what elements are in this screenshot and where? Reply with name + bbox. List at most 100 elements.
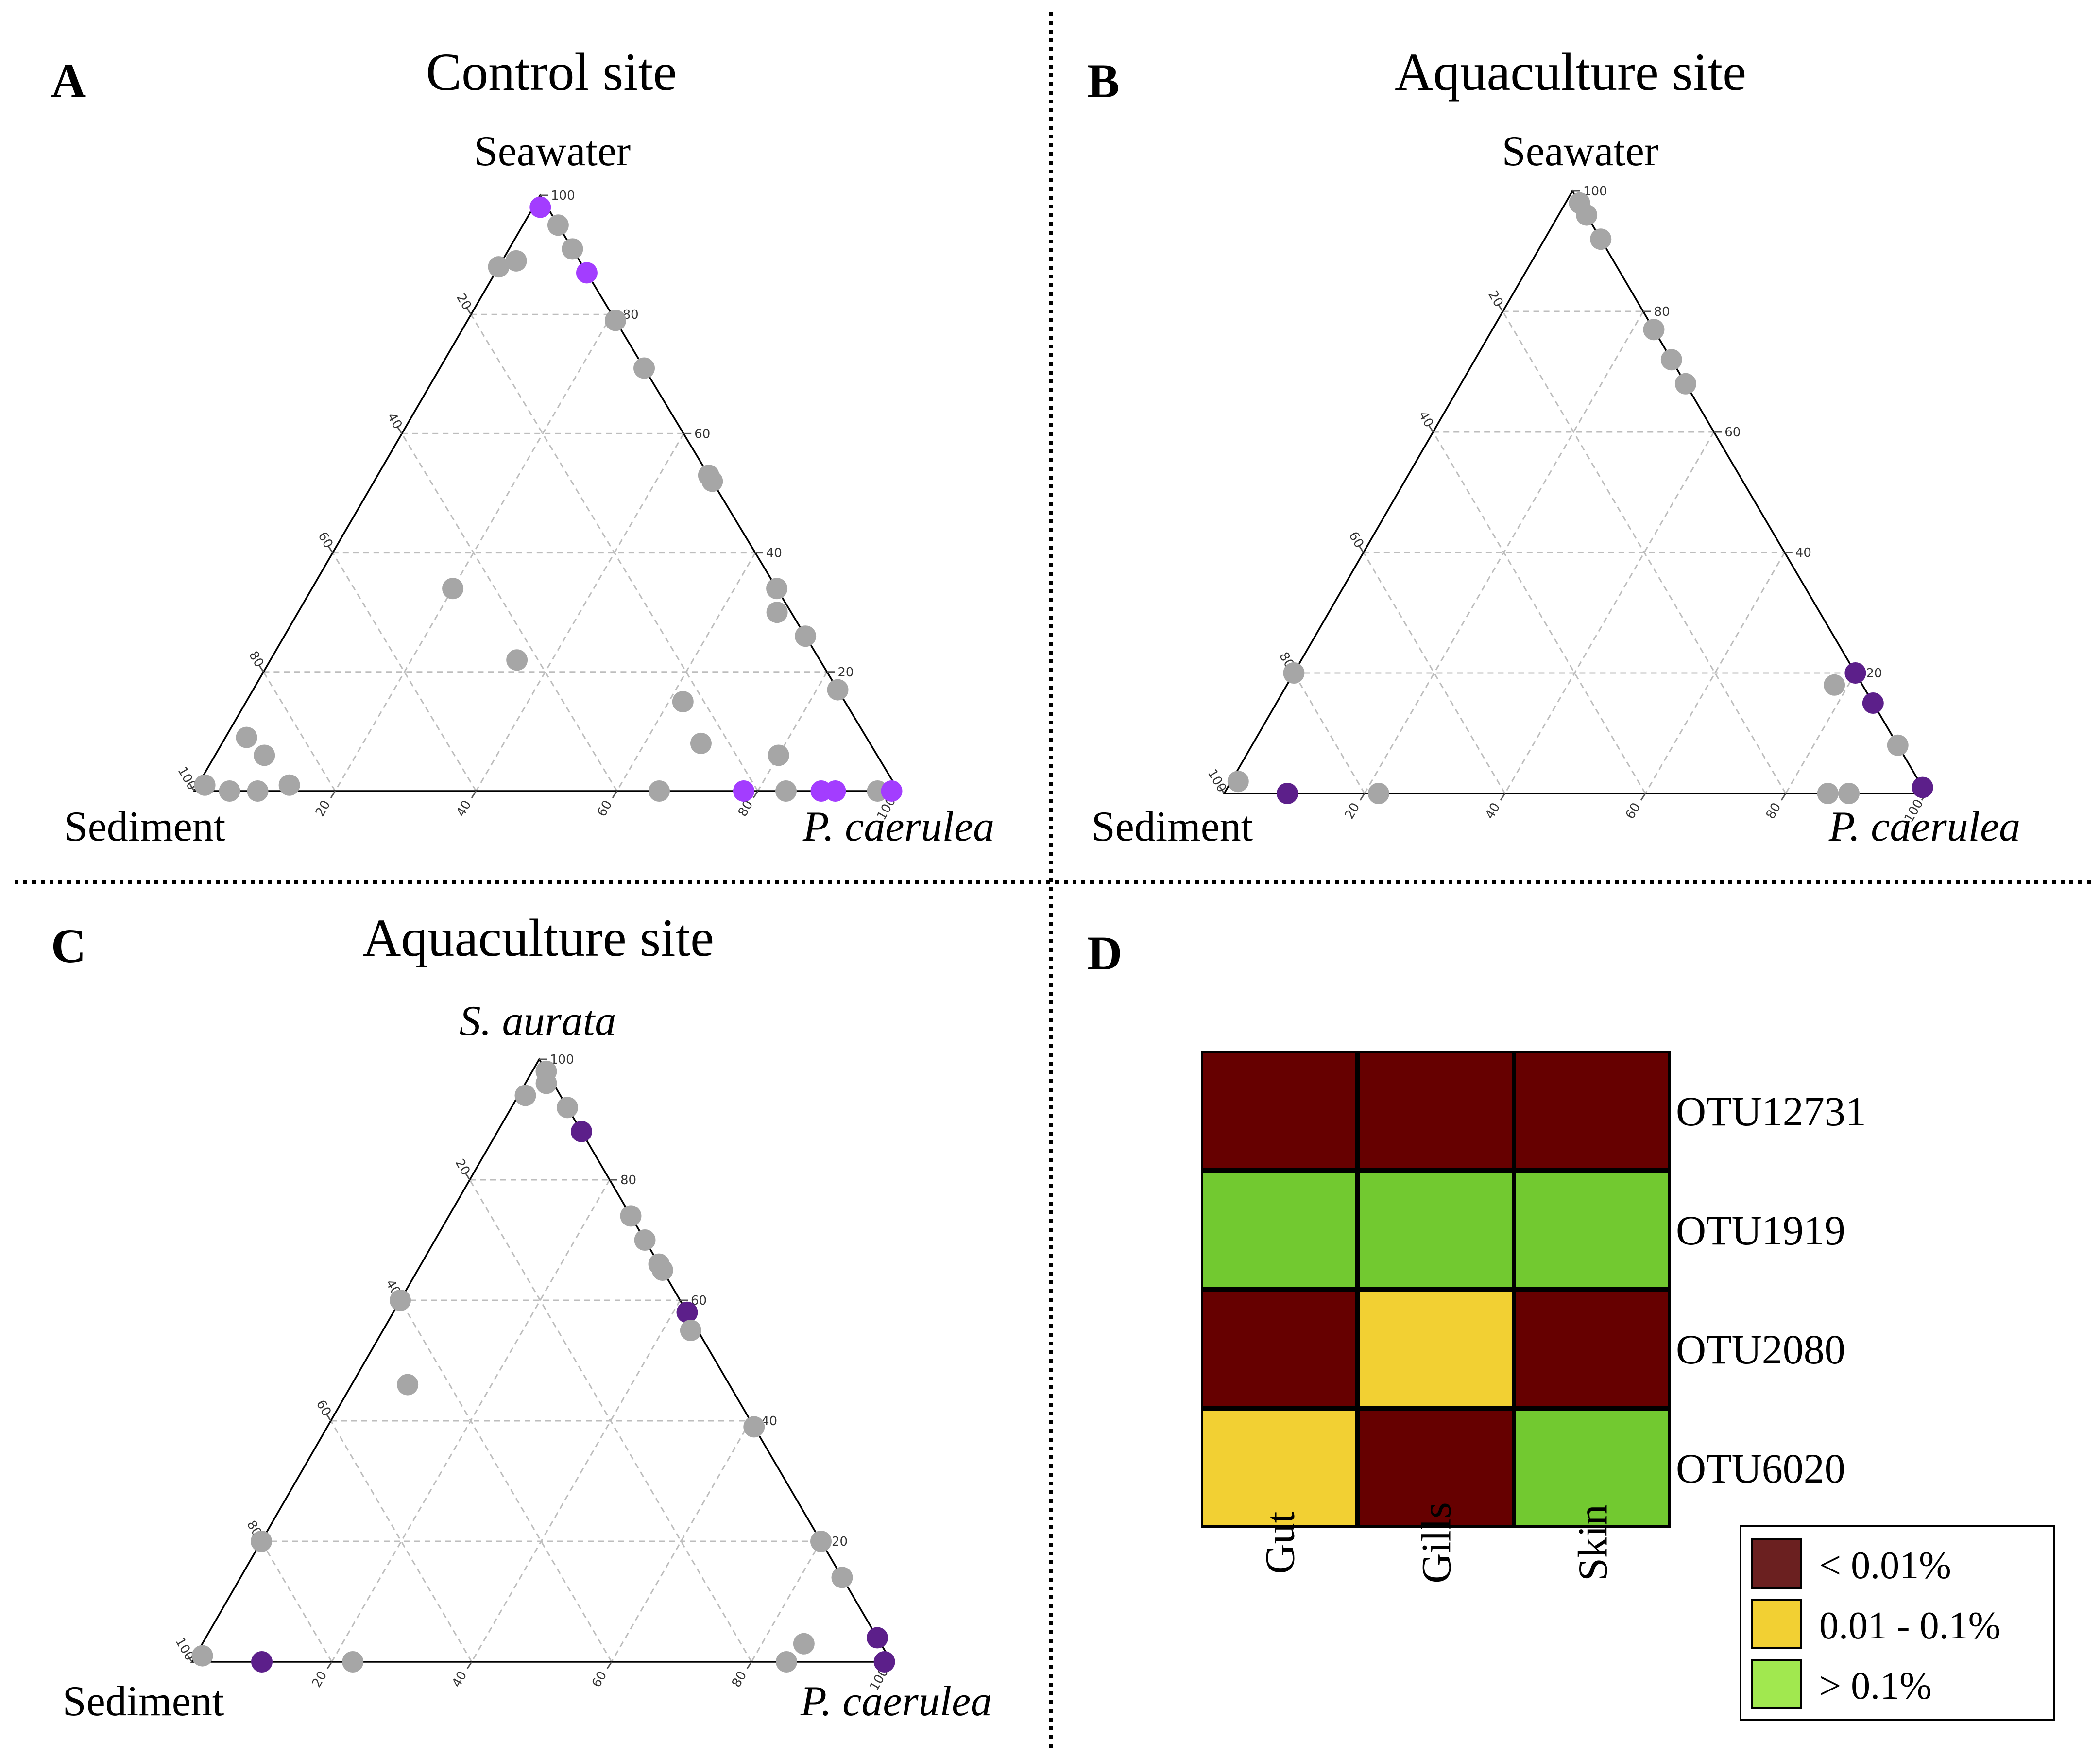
panel-c: C Aquaculture site S. aurata Sediment P.… (51, 908, 992, 1725)
grid-line-b-60 (332, 552, 477, 792)
data-point-16 (1838, 783, 1860, 804)
tick-mark-left-60 (325, 1414, 332, 1421)
data-point-11 (743, 1416, 765, 1438)
grid-line-b-80 (260, 1541, 333, 1662)
tick-mark-left-40 (1428, 425, 1434, 432)
data-point-3 (1643, 319, 1665, 341)
tick-mark-right-60 (612, 791, 618, 798)
data-point-10 (766, 578, 788, 600)
data-point-19 (191, 1645, 213, 1667)
data-point-14 (251, 1531, 272, 1552)
tick-mark-right-20 (1359, 793, 1366, 801)
grid-line-c-60 (611, 1420, 751, 1662)
tick-mark-left-20 (1498, 304, 1503, 312)
data-point-18 (867, 1627, 888, 1649)
data-point-3 (557, 1097, 578, 1119)
tick-mark-right-40 (466, 1661, 473, 1669)
heatmap-cell (1516, 1053, 1668, 1168)
grid-line-b-80 (263, 672, 336, 792)
data-point-5 (488, 256, 510, 278)
triangle-outline (190, 1057, 893, 1663)
panel-a-top-vertex-label: Seawater (474, 128, 631, 175)
tick-mark-left-40 (396, 426, 403, 434)
data-point-9 (676, 1301, 698, 1323)
tick-label-top-60: 60 (694, 427, 710, 441)
data-point-2 (562, 238, 583, 260)
tick-mark-left-80 (258, 664, 264, 673)
data-point-9 (1887, 734, 1909, 756)
grid-line-c-80 (757, 672, 828, 792)
grid-line-c-40 (471, 1300, 681, 1662)
data-point-22 (776, 1651, 797, 1673)
heatmap-cell (1203, 1173, 1355, 1287)
tick-mark-right-80 (746, 1661, 752, 1669)
data-point-2 (514, 1085, 536, 1106)
data-point-18 (768, 744, 789, 766)
tick-mark-left-100 (187, 1655, 193, 1662)
tick-label-top-80: 80 (1654, 305, 1670, 319)
heatmap-cell (1516, 1173, 1668, 1287)
data-point-6 (1844, 662, 1866, 684)
tick-mark-right-60 (1640, 793, 1646, 801)
data-point-5 (1674, 373, 1696, 395)
grid-line-b-40 (399, 1300, 613, 1662)
legend-swatch (1751, 1538, 1802, 1589)
data-point-16 (672, 691, 694, 713)
data-point-25 (649, 780, 670, 802)
data-point-15 (506, 649, 528, 671)
heatmap-cell (1360, 1173, 1512, 1287)
tick-mark-right-20 (330, 791, 336, 798)
panel-a-right-vertex-label: P. caerulea (802, 803, 994, 850)
data-point-3 (576, 262, 598, 284)
data-point-16 (831, 1567, 853, 1588)
grid-line-b-60 (1363, 552, 1506, 794)
tick-mark-left-60 (327, 545, 334, 553)
data-point-23 (873, 1651, 895, 1673)
tick-label-top-60: 60 (1724, 425, 1741, 440)
heatmap-cell (1516, 1411, 1668, 1525)
panel-a-title: Control site (426, 42, 677, 102)
grid-line-b-60 (330, 1420, 473, 1662)
panel-d: D OTU12731 OTU1919 OTU2080 OTU6020 Gut Gills S… (1087, 926, 2055, 1721)
data-point-29 (824, 780, 846, 802)
data-point-12 (795, 625, 817, 647)
grid-line-b-40 (1432, 431, 1646, 794)
tick-label-top-20: 20 (837, 665, 854, 680)
heatmap-cell (1203, 1411, 1355, 1525)
grid-line-c-40 (475, 433, 684, 792)
heatmap-column-label: Gills (1413, 1502, 1460, 1583)
data-point-14 (1367, 783, 1389, 804)
tick-label-top-40: 40 (766, 546, 782, 561)
heatmap-cell (1360, 1053, 1512, 1168)
data-point-9 (701, 470, 723, 492)
panel-label-c: C (51, 919, 86, 973)
legend-swatch (1751, 1659, 1802, 1709)
legend-label: 0.01 - 0.1% (1819, 1604, 2000, 1647)
data-point-4 (1660, 349, 1682, 371)
grid-line-c-60 (616, 552, 756, 792)
tick-label-top-20: 20 (832, 1535, 848, 1549)
legend-label: > 0.1% (1819, 1665, 1932, 1707)
data-point-24 (278, 774, 300, 796)
tick-mark-right-80 (1780, 793, 1787, 801)
data-point-12 (1227, 771, 1249, 793)
data-point-13 (397, 1374, 419, 1396)
data-point-20 (251, 1651, 273, 1673)
heatmap-cell (1203, 1292, 1355, 1406)
panel-c-top-vertex-label: S. aurata (460, 998, 616, 1045)
data-point-4 (505, 250, 527, 272)
data-point-8 (651, 1259, 673, 1281)
tick-mark-left-20 (466, 307, 472, 315)
heatmap-cell (1516, 1292, 1668, 1406)
data-point-12 (390, 1290, 411, 1311)
data-point-15 (810, 1531, 832, 1552)
triangle-outline (1222, 189, 1928, 794)
heatmap-cell (1203, 1053, 1355, 1168)
panel-c-title: Aquaculture site (362, 908, 714, 967)
data-point-17 (793, 1633, 815, 1655)
data-point-23 (247, 780, 269, 802)
panel-b-right-vertex-label: P. caerulea (1828, 803, 2020, 850)
triangle-outline (192, 193, 901, 792)
